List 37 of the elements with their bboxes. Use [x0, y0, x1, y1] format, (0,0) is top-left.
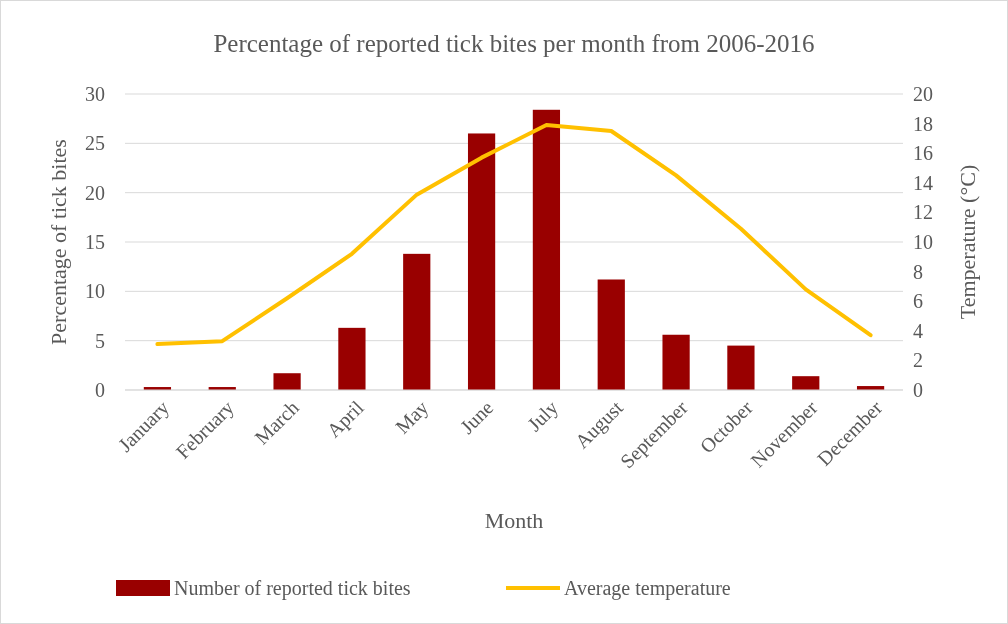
- x-axis-title: Month: [484, 508, 544, 533]
- bar: [727, 345, 755, 390]
- x-tick-label: May: [391, 396, 434, 439]
- y2-tick-label: 18: [913, 112, 933, 135]
- x-tick-label: July: [523, 396, 563, 437]
- y2-axis-title: Temperature (°C): [955, 164, 980, 320]
- bar: [662, 334, 690, 390]
- y-tick-label: 20: [85, 181, 105, 204]
- bar: [338, 327, 366, 390]
- y2-tick-label: 6: [913, 290, 923, 313]
- bar: [467, 133, 496, 390]
- y-tick-label: 25: [85, 132, 105, 155]
- y2-tick-label: 14: [913, 171, 933, 194]
- y-axis-title: Percentage of tick bites: [46, 139, 71, 345]
- y-tick-label: 5: [95, 329, 105, 352]
- chart-title: Percentage of reported tick bites per month from 2006-2016: [213, 30, 815, 57]
- y2-tick-label: 12: [913, 201, 933, 224]
- y2-tick-label: 20: [913, 83, 933, 105]
- bar: [273, 373, 301, 390]
- bar: [403, 253, 431, 390]
- bar: [792, 376, 820, 390]
- y2-tick-label: 2: [913, 349, 923, 372]
- y-tick-label: 15: [85, 231, 105, 253]
- y-tick-label: 0: [95, 379, 105, 401]
- x-tick-label: June: [455, 396, 498, 438]
- line-series: [155, 123, 873, 347]
- legend-label: Number of reported tick bites: [174, 577, 411, 600]
- bar: [532, 109, 561, 390]
- y2-tick-label: 0: [913, 379, 923, 401]
- y2-tick-label: 4: [913, 319, 923, 342]
- bar: [597, 279, 625, 390]
- y2-tick-label: 16: [913, 142, 933, 165]
- y-tick-label: 30: [85, 83, 105, 105]
- legend-label: Average temperature: [564, 577, 731, 600]
- y2-tick-label: 10: [913, 231, 933, 253]
- y2-tick-label: 8: [913, 260, 923, 283]
- y-tick-label: 10: [85, 280, 105, 303]
